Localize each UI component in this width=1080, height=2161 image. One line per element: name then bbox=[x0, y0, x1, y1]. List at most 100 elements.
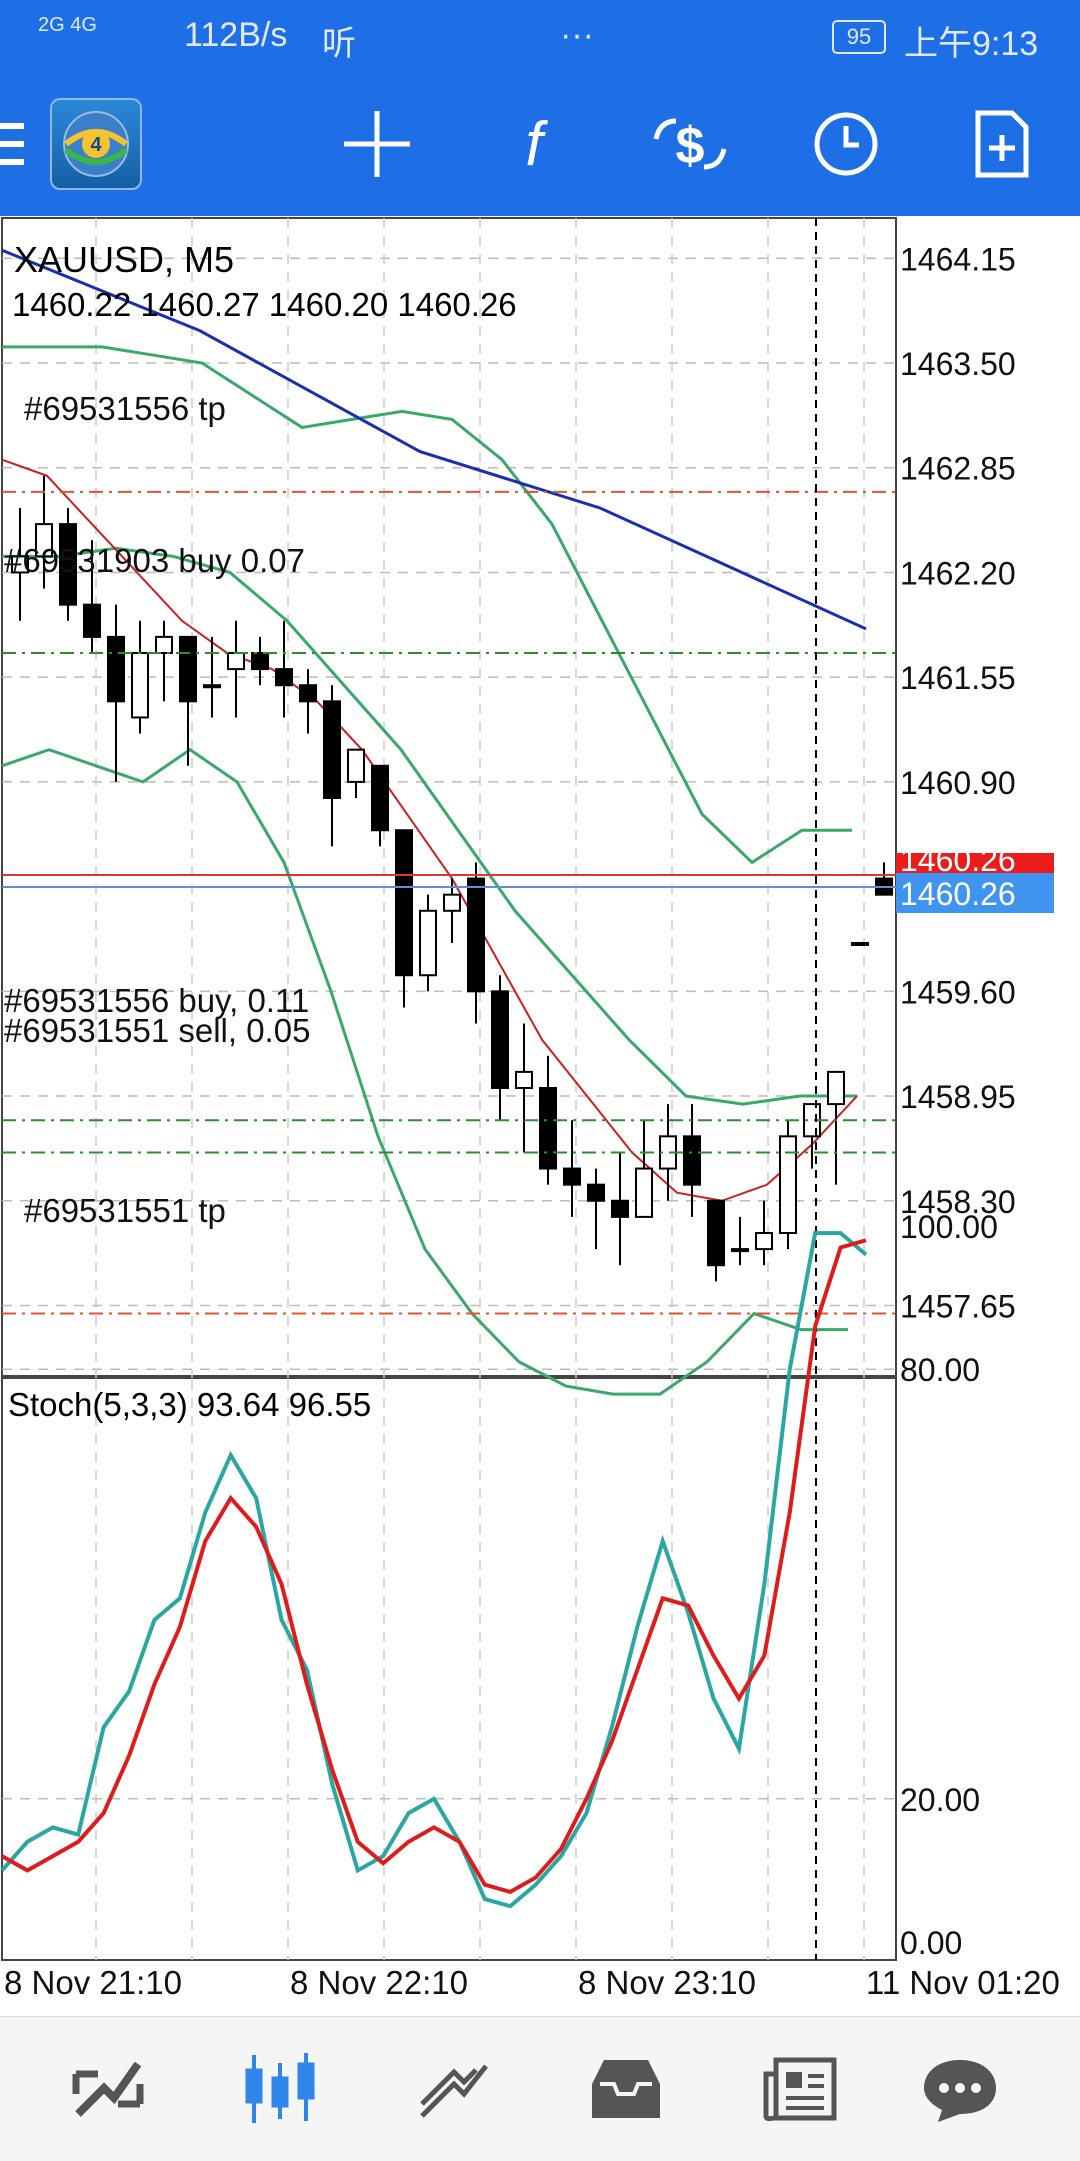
trade-icon[interactable]: $ bbox=[640, 94, 740, 194]
red-moving-average bbox=[1, 458, 858, 1202]
battery-icon: 95 bbox=[832, 20, 886, 54]
ask-price-tag bbox=[896, 873, 1054, 913]
more-icon: ··· bbox=[560, 16, 594, 54]
candle-body bbox=[779, 1135, 797, 1234]
candle-body bbox=[563, 1167, 581, 1186]
price-tick-label: 1461.55 bbox=[900, 660, 1016, 696]
stoch-label: Stoch(5,3,3) 93.64 96.55 bbox=[8, 1386, 371, 1423]
quotes-icon[interactable] bbox=[58, 2039, 158, 2139]
order-label: #69531551 tp bbox=[24, 1192, 226, 1229]
symbol-label: XAUUSD, M5 bbox=[14, 239, 234, 280]
price-chart[interactable]: 1464.15 1463.50 1462.85 1462.20 1461.55 1460.… bbox=[0, 216, 1080, 2016]
svg-text:f: f bbox=[525, 110, 548, 179]
new-order-icon[interactable] bbox=[952, 94, 1052, 194]
net-speed: 112B/s bbox=[184, 16, 288, 54]
candle-body bbox=[179, 635, 197, 703]
bollinger-lower-line bbox=[1, 747, 848, 1396]
stoch-tick-label: 100.00 bbox=[900, 1209, 998, 1245]
candle-body bbox=[227, 652, 245, 671]
svg-text:$: $ bbox=[676, 117, 705, 175]
candle-body bbox=[35, 523, 53, 558]
price-tick-label: 1462.85 bbox=[900, 451, 1016, 487]
clock-icon[interactable] bbox=[796, 94, 896, 194]
stoch-signal-line bbox=[1, 1238, 867, 1895]
history-tab-icon[interactable] bbox=[576, 2039, 676, 2139]
price-tick-label: 1458.30 bbox=[900, 1184, 1016, 1220]
chart-tab-icon[interactable] bbox=[230, 2039, 330, 2139]
price-tick-label: 1462.20 bbox=[900, 555, 1016, 591]
time-tick-label: 8 Nov 21:10 bbox=[4, 1964, 182, 2001]
candle-body bbox=[275, 668, 293, 687]
price-tick-label: 1464.15 bbox=[900, 241, 1016, 277]
stoch-tick-label: 0.00 bbox=[900, 1925, 962, 1961]
time-tick-label: 8 Nov 23:10 bbox=[578, 1964, 756, 2001]
stoch-main-line bbox=[0, 1231, 868, 1909]
candle-body bbox=[299, 684, 317, 703]
price-tick-label: 1460.90 bbox=[900, 765, 1016, 801]
menu-icon[interactable] bbox=[0, 94, 70, 194]
indicators-icon[interactable]: f bbox=[484, 94, 584, 194]
candle-body bbox=[155, 635, 173, 654]
price-tick-label: 1458.95 bbox=[900, 1079, 1016, 1115]
news-tab-icon[interactable] bbox=[750, 2039, 850, 2139]
order-label: #69531556 buy, 0.11 bbox=[4, 982, 309, 1019]
candle-body bbox=[755, 1232, 773, 1251]
candle-body bbox=[635, 1167, 653, 1218]
candle-body bbox=[419, 909, 437, 977]
order-label: #69531551 sell, 0.05 bbox=[4, 1012, 310, 1049]
candle-body bbox=[731, 1248, 749, 1253]
candle-body bbox=[395, 829, 413, 977]
crosshair-icon[interactable] bbox=[327, 94, 427, 194]
candle-body bbox=[539, 1087, 557, 1170]
candle-body bbox=[323, 700, 341, 800]
candle-body bbox=[707, 1199, 725, 1267]
bottom-nav bbox=[0, 2016, 1080, 2161]
candle-body bbox=[371, 764, 389, 832]
candle-body bbox=[251, 652, 269, 671]
ohlc-readout: 1460.22 1460.27 1460.20 1460.26 bbox=[12, 286, 517, 323]
price-tick-label: 1463.50 bbox=[900, 346, 1016, 382]
candle-body bbox=[491, 990, 509, 1089]
chart-area[interactable]: 1464.15 1463.50 1462.85 1462.20 1461.55 1460.… bbox=[0, 216, 1080, 2016]
candle-body bbox=[83, 603, 101, 638]
bid-price-tag-text: 1460.26 bbox=[900, 842, 1016, 878]
bollinger-upper-line bbox=[2, 345, 852, 865]
price-tick-label: 1459.60 bbox=[900, 974, 1016, 1010]
time-tick-label: 8 Nov 22:10 bbox=[290, 1964, 468, 2001]
price-tick-label: 1457.65 bbox=[900, 1289, 1016, 1325]
candle-body bbox=[11, 555, 29, 574]
candle-body bbox=[203, 684, 221, 689]
candle-body bbox=[131, 652, 149, 719]
candle-body bbox=[587, 1183, 605, 1202]
order-label: #69531903 buy 0.07 bbox=[4, 542, 305, 579]
app-label: 听 bbox=[322, 25, 356, 63]
stoch-frame bbox=[1, 1375, 897, 1961]
signal-icon: 2G 4G bbox=[38, 14, 97, 36]
candle-body bbox=[467, 877, 485, 993]
bollinger-middle-line bbox=[2, 546, 857, 1106]
candle-body bbox=[827, 1070, 845, 1106]
candle-body bbox=[683, 1135, 701, 1186]
candle-body bbox=[851, 942, 869, 946]
time-tick-label: 11 Nov 01:20 bbox=[866, 1964, 1060, 2001]
trade-tab-icon[interactable] bbox=[404, 2039, 504, 2139]
clock: 上午9:13 bbox=[904, 25, 1039, 63]
candle-body bbox=[611, 1199, 629, 1218]
candle-body bbox=[347, 748, 365, 783]
candle-body bbox=[59, 523, 77, 606]
status-bar: 2G 4G 112B/s 听 ··· 95 上午9:13 bbox=[0, 0, 1080, 72]
blue-moving-average bbox=[1, 248, 867, 631]
ask-price-tag-text: 1460.26 bbox=[900, 876, 1016, 912]
toolbar: 4 f $ bbox=[0, 72, 1080, 216]
bid-price-tag bbox=[896, 853, 1054, 875]
stoch-tick-label: 80.00 bbox=[900, 1352, 980, 1388]
svg-text:4: 4 bbox=[90, 134, 102, 156]
stoch-tick-label: 20.00 bbox=[900, 1782, 980, 1818]
chat-tab-icon[interactable] bbox=[910, 2039, 1010, 2139]
candle-body bbox=[515, 1070, 533, 1090]
order-label: #69531556 tp bbox=[24, 390, 226, 427]
mt4-logo[interactable]: 4 bbox=[50, 98, 142, 190]
candle-body bbox=[107, 635, 125, 703]
main-chart-frame bbox=[1, 217, 897, 1379]
candle-body bbox=[443, 893, 461, 912]
